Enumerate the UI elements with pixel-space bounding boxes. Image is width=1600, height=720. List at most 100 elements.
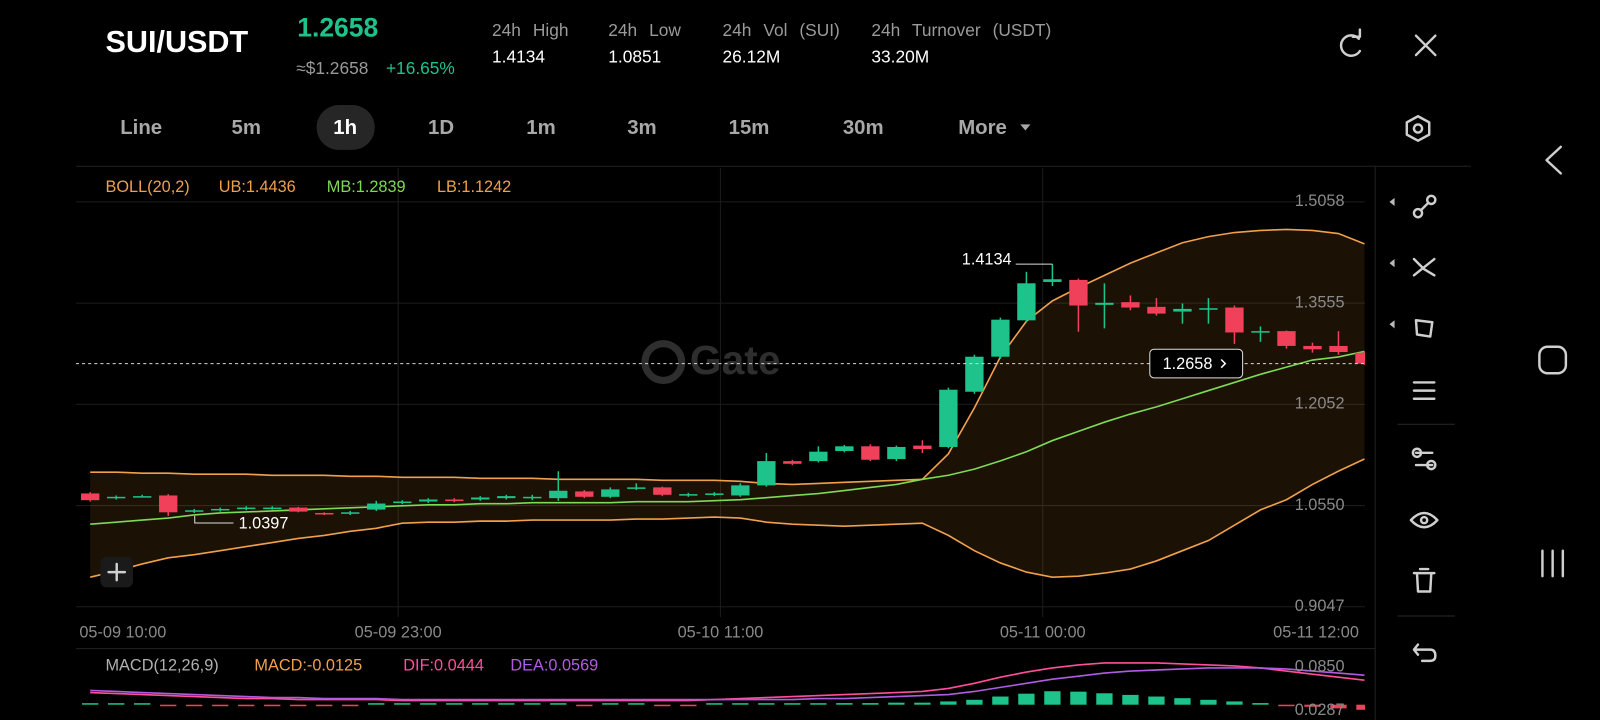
interval-tabs: Line 5m 1h 1D 1m 3m 15m 30m More	[120, 117, 1031, 139]
stat-label: 24h Low	[608, 20, 681, 40]
candle-body	[419, 499, 438, 502]
macd-bar	[1044, 691, 1061, 705]
stat-value: 1.0851	[608, 47, 661, 67]
candle-body	[81, 493, 100, 501]
link-tool[interactable]	[1411, 447, 1437, 471]
macd-bar	[1252, 703, 1269, 705]
macd-bar	[1356, 704, 1365, 710]
ray-tool[interactable]	[1412, 257, 1436, 277]
candle-body	[1121, 302, 1140, 308]
boll-mb: MB:1.2839	[327, 178, 406, 196]
macd-bar	[810, 703, 827, 705]
candle-body	[1069, 279, 1088, 306]
candle-body	[133, 496, 152, 498]
macd-bar	[160, 704, 177, 707]
macd-bar	[238, 704, 255, 707]
stat-label: 24h Turnover (USDT)	[871, 20, 1051, 40]
price-overlay: 1.5058 1.3555 1.2052 1.0550 0.9047 05-09 10:0…	[75, 192, 1365, 642]
boll-ub: UB:1.4436	[219, 178, 296, 196]
interval-tab[interactable]: 30m	[843, 117, 884, 139]
candle-body	[263, 507, 282, 510]
settings-button[interactable]	[1405, 115, 1431, 142]
macd-bar	[1148, 696, 1165, 705]
stats: 24h High 1.4134 24h Low 1.0851 24h Vol (…	[492, 20, 1051, 67]
candle-body	[1147, 306, 1166, 314]
candle-body	[237, 507, 256, 510]
macd-bar	[1096, 693, 1113, 705]
tool-icon	[1409, 511, 1439, 529]
delete-tool[interactable]	[1412, 567, 1436, 593]
tool-icon	[1419, 515, 1429, 525]
nav-home[interactable]	[1538, 345, 1568, 375]
candle-body	[549, 490, 568, 499]
candle-body	[731, 485, 750, 496]
drawing-toolbar	[1389, 194, 1455, 663]
price-plot	[81, 228, 1365, 579]
interval-tab[interactable]: More	[958, 117, 1007, 139]
close-button[interactable]	[1414, 34, 1437, 57]
candle-body	[367, 503, 386, 510]
interval-tab[interactable]: 1m	[526, 117, 555, 139]
candle-body	[471, 497, 490, 500]
candle-body	[783, 461, 802, 464]
high-marker-label: 1.4134	[962, 250, 1012, 268]
interval-tab[interactable]: Line	[120, 117, 162, 139]
last-price-tag[interactable]	[1149, 348, 1244, 379]
candle-body	[653, 487, 672, 495]
macd-bar	[576, 704, 593, 707]
stat-value: 1.4134	[492, 47, 545, 67]
x-tick-label: 05-09 23:00	[355, 624, 442, 642]
macd-bar	[1018, 693, 1035, 705]
watermark: Gate	[641, 337, 781, 384]
macd-bar	[1226, 701, 1243, 705]
candle-body	[1095, 302, 1114, 305]
candle-body	[601, 489, 620, 497]
candle-body	[211, 508, 230, 511]
boll-lb: LB:1.1242	[437, 178, 511, 196]
dea-line	[90, 667, 1365, 701]
x-tick-label: 05-11 12:00	[1273, 624, 1359, 642]
nav-recents[interactable]	[1541, 549, 1565, 578]
macd-legend: MACD(12,26,9)	[105, 656, 218, 674]
candle-body	[1043, 279, 1062, 282]
macd-bar	[290, 704, 307, 707]
candle-body	[1199, 308, 1218, 310]
macd-bar	[992, 696, 1009, 705]
indicator-tool[interactable]	[1412, 381, 1436, 400]
macd-bar	[706, 703, 723, 705]
macd-bar	[498, 703, 515, 705]
last-price: 1.2658	[297, 13, 378, 43]
tool-icon	[1425, 194, 1437, 206]
macd-bar	[1070, 691, 1087, 705]
toolbar-caret	[1389, 197, 1395, 329]
macd-bar	[446, 703, 463, 705]
low-marker-line	[194, 515, 234, 524]
interval-tab[interactable]: 3m	[627, 117, 656, 139]
interval-tab[interactable]: 1D	[428, 117, 454, 139]
macd-bar	[1304, 704, 1321, 707]
candle-body	[1251, 331, 1270, 333]
nav-back[interactable]	[1545, 145, 1563, 175]
interval-tab[interactable]: 1h	[333, 117, 357, 139]
refresh-button[interactable]	[1339, 28, 1362, 57]
stat-label: 24h Vol (SUI)	[722, 20, 839, 40]
boll-lb-line	[90, 458, 1365, 579]
last-price-chevron	[1220, 358, 1227, 369]
y-tick-label: 1.2052	[1295, 395, 1345, 413]
reset-icon	[107, 562, 127, 582]
candle-body	[341, 512, 360, 514]
shape-tool[interactable]	[1414, 319, 1434, 338]
pair-name: SUI/USDT	[105, 25, 248, 59]
trend-line-tool[interactable]	[1412, 194, 1437, 219]
candle-body	[575, 491, 594, 497]
macd-bar	[368, 703, 385, 705]
interval-tab[interactable]: 5m	[232, 117, 261, 139]
interval-tab[interactable]: 15m	[729, 117, 770, 139]
macd-bar	[940, 701, 957, 705]
visibility-tool[interactable]	[1409, 511, 1439, 529]
undo-tool[interactable]	[1412, 643, 1437, 663]
macd-bar	[888, 702, 905, 705]
reset-button[interactable]	[100, 556, 134, 588]
